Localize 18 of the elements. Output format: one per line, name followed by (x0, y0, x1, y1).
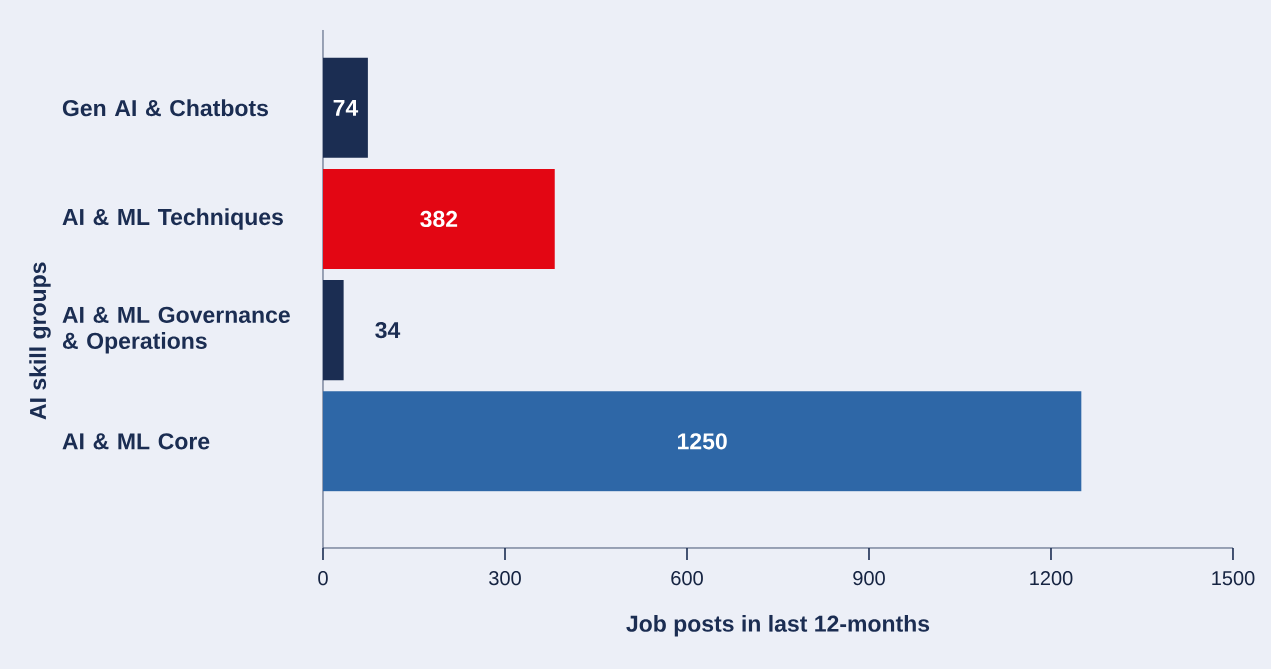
data-label: 1250 (678, 433, 727, 450)
y-tick-label: AI & ML Core (62, 433, 210, 450)
y-tick-label: AI & ML Techniques (62, 208, 283, 230)
y-tick-label: AI & ML Governance & Operations (62, 306, 290, 354)
data-label: 382 (420, 210, 458, 228)
y-axis-title: AI skill groups (29, 262, 51, 420)
bar (323, 168, 555, 269)
x-tick-label: 0 (318, 571, 328, 586)
x-tick-label: 1500 (1212, 571, 1255, 586)
data-label: 74 (333, 99, 359, 116)
x-tick-label: 600 (671, 571, 703, 586)
data-label: 34 (375, 321, 401, 339)
bar (323, 391, 1082, 492)
x-tick-label: 1200 (1030, 571, 1073, 586)
x-tick-label: 300 (489, 571, 521, 586)
y-tick-label: Gen AI & Chatbots (62, 99, 268, 117)
x-tick-label: 900 (853, 571, 885, 586)
x-axis-title: Job posts in last 12-months (626, 614, 930, 637)
